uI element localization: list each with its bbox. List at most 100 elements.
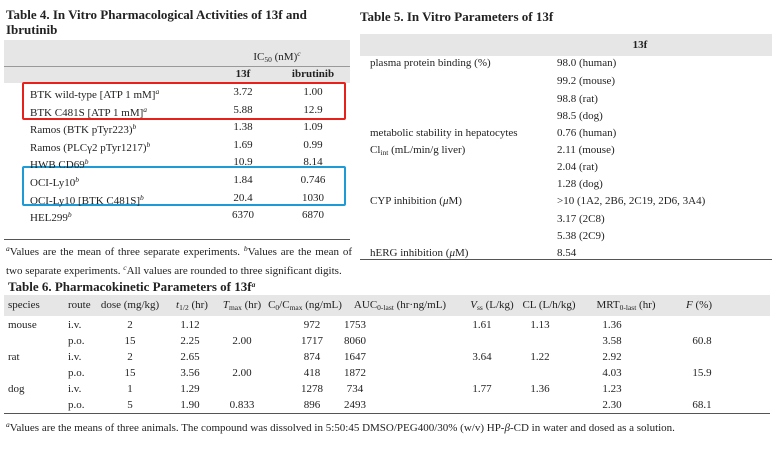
text-segment: T [222,299,229,311]
text-segment: 0-last [377,303,394,312]
text-segment: plasma protein binding (%) [370,57,491,69]
text-segment: V [470,299,478,311]
text-segment: CL (L/h/kg) [522,299,576,311]
row-label: hERG inhibition (μM) [370,246,468,260]
row-label: BTK wild-type [ATP 1 mM]a [30,85,159,102]
cell: 418 [303,367,321,379]
text-segment: hERG inhibition ( [370,247,450,259]
column-header: Vss (L/kg) [470,298,513,315]
cell: 4.03 [602,367,622,379]
text-segment: 50 [264,55,272,64]
text-segment: μ [442,195,449,207]
text-segment: b [75,175,79,184]
cell: 2.65 [180,351,200,363]
text-segment: ss [477,303,483,312]
cell: 10.9 [233,156,253,169]
cell: 3.56 [180,367,200,379]
row-label: Ramos (BTK pTyr223)b [30,120,136,137]
cell: mouse [8,319,37,331]
text-segment: b [84,157,89,167]
cell: 2.25 [180,335,200,347]
table6-rule [4,413,770,414]
text-segment: HWB CD69 [30,159,85,172]
highlight-box [22,166,346,206]
cell: 3.58 [602,335,622,347]
cell: 2.11 (mouse) [557,144,615,156]
table-title: Table 6. Pharmacokinetic Parameters of 1… [8,276,255,295]
cell: 1647 [344,351,366,363]
cell: dog [8,383,25,395]
table4-header-band [4,40,350,83]
cell: 1.77 [472,383,492,395]
cell: 1.36 [530,383,550,395]
cell: 20.4 [233,191,253,204]
cell: i.v. [68,319,82,331]
cell: 0.99 [303,138,323,151]
row-label: metabolic stability in hepatocytes [370,126,518,140]
text-segment: F [686,299,693,311]
cell: 98.5 (dog) [557,110,603,122]
text-segment: max [289,303,303,312]
cell: 15 [124,335,136,347]
cell: 3.72 [233,86,253,98]
text-segment: (hr) [188,299,208,311]
row-label: CYP inhibition (μM) [370,194,462,208]
text-segment: 0 [275,303,280,312]
row-label: HWB CD69b [30,155,88,172]
text-segment: All values are rounded to three signific… [126,265,342,277]
cell: 1.09 [303,121,323,134]
cell: 60.8 [692,335,712,347]
cell: i.v. [68,351,82,363]
cell: 5 [127,399,133,411]
cell: 8.54 [557,247,577,259]
text-segment: Ramos (BTK pTyr223) [30,124,133,137]
column-header: MRT0-last (hr) [596,298,655,315]
cell: 15.9 [692,367,712,379]
cell: 68.1 [692,399,712,411]
text-segment: Values are the mean of three separate ex… [9,246,244,258]
column-header: dose (mg/kg) [101,298,159,312]
cell: i.v. [68,383,82,395]
text-segment: Values are the means of three animals. T… [9,422,505,434]
text-segment: OCI-Ly10 [BTK C481S] [30,194,140,207]
text-segment: a [6,420,10,429]
cell: 2.04 (rat) [557,161,598,173]
row-label: plasma protein binding (%) [370,56,491,70]
row-label: Clint (mL/min/g liver) [370,143,465,160]
text-segment: Values are the mean of two separate expe… [6,246,352,277]
cell: 2.00 [232,335,252,347]
cell: 0.76 (human) [557,127,617,139]
text-segment: (mL/min/g liver) [388,144,466,156]
cell: 1.00 [303,86,323,98]
text-segment: β [504,422,510,434]
cell: 6870 [302,209,324,222]
row-label: OCI-Ly10b [30,173,79,190]
cell: 1.29 [180,383,200,395]
text-segment: c [123,263,127,272]
text-segment: species [8,299,40,311]
cell: 1.28 (dog) [557,178,603,190]
cell: 2.92 [602,351,622,363]
cell: 6370 [232,209,254,222]
cell: 0.746 [300,174,326,186]
cell: 1.84 [233,174,253,186]
text-segment: IC [253,51,265,63]
cell: 5.88 [233,103,253,116]
text-segment: OCI-Ly10 [30,177,76,189]
cell: 8.14 [303,156,323,169]
text-segment: b [132,122,137,132]
column-group-header: IC50 (nM)c [253,47,300,67]
column-header: C0/Cmax (ng/mL) [268,298,342,315]
cell: 2493 [344,399,366,411]
cell: 1.22 [530,351,550,363]
cell: 2 [127,319,133,331]
text-segment: max [228,303,242,312]
column-header: Tmax (hr) [223,298,261,315]
text-segment: HEL299 [30,212,68,225]
column-header: route [68,298,91,312]
cell: 896 [303,399,321,411]
cell: 1.13 [530,319,550,331]
cell: 1.36 [602,319,622,331]
text-segment: a [143,104,148,114]
